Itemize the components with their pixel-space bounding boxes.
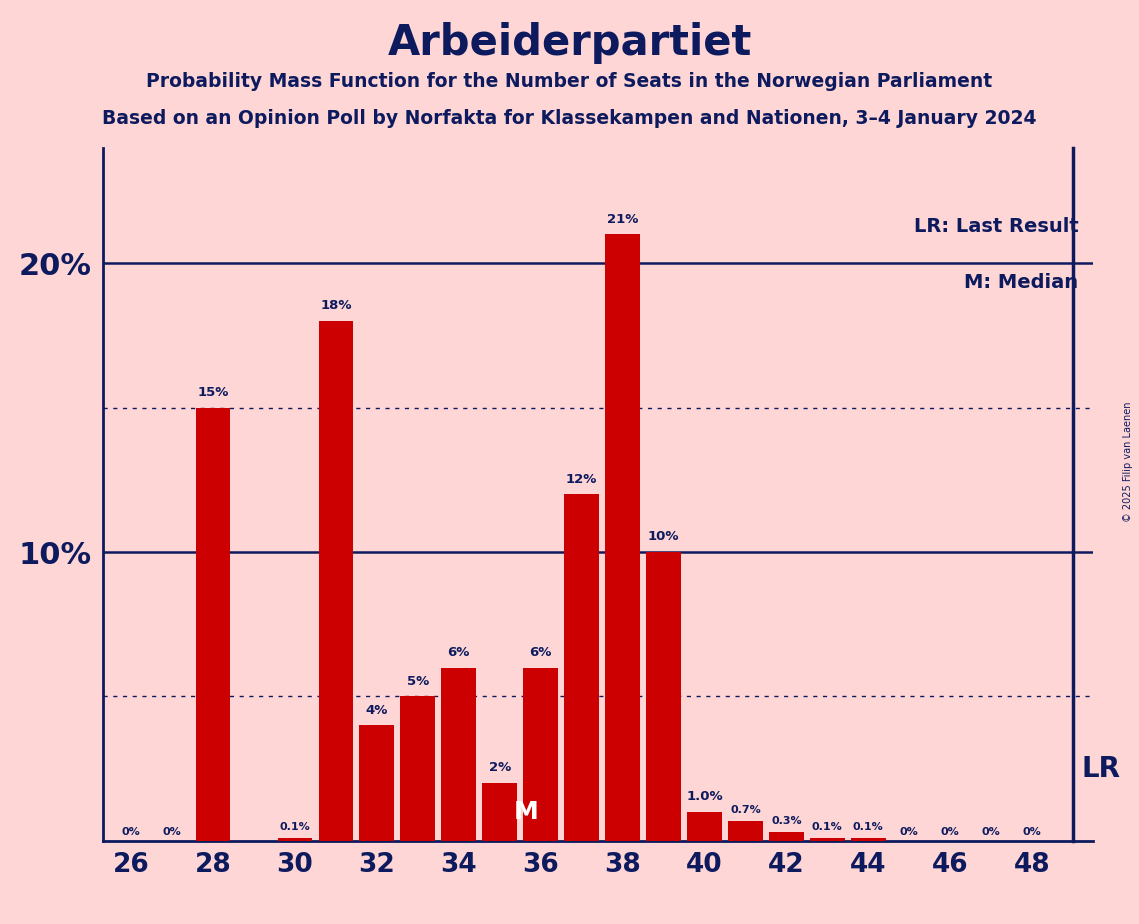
Text: 6%: 6%: [448, 646, 470, 659]
Text: M: Median: M: Median: [965, 273, 1079, 292]
Bar: [319, 322, 353, 841]
Bar: [401, 697, 435, 841]
Text: 2%: 2%: [489, 761, 510, 774]
Text: 0%: 0%: [982, 826, 1000, 836]
Text: 0.1%: 0.1%: [853, 822, 884, 833]
Bar: [728, 821, 763, 841]
Text: 0.1%: 0.1%: [812, 822, 843, 833]
Text: Arbeiderpartiet: Arbeiderpartiet: [387, 22, 752, 64]
Bar: [196, 407, 230, 841]
Text: 0.7%: 0.7%: [730, 805, 761, 815]
Text: 0%: 0%: [900, 826, 918, 836]
Text: 0.3%: 0.3%: [771, 817, 802, 826]
Text: 18%: 18%: [320, 299, 352, 312]
Bar: [482, 784, 517, 841]
Bar: [523, 667, 558, 841]
Bar: [851, 838, 886, 841]
Text: M: M: [514, 800, 539, 824]
Text: 0%: 0%: [122, 826, 140, 836]
Text: 0.1%: 0.1%: [279, 822, 310, 833]
Text: 0%: 0%: [941, 826, 959, 836]
Text: 0%: 0%: [1023, 826, 1041, 836]
Text: 5%: 5%: [407, 675, 429, 687]
Text: LR: Last Result: LR: Last Result: [913, 217, 1079, 237]
Text: Probability Mass Function for the Number of Seats in the Norwegian Parliament: Probability Mass Function for the Number…: [147, 72, 992, 91]
Text: 0%: 0%: [163, 826, 181, 836]
Text: 15%: 15%: [197, 386, 229, 399]
Text: 1.0%: 1.0%: [686, 790, 723, 803]
Text: 12%: 12%: [566, 473, 597, 486]
Text: 10%: 10%: [648, 530, 679, 543]
Bar: [360, 725, 394, 841]
Text: 21%: 21%: [607, 213, 638, 225]
Text: Based on an Opinion Poll by Norfakta for Klassekampen and Nationen, 3–4 January : Based on an Opinion Poll by Norfakta for…: [103, 109, 1036, 128]
Text: LR: LR: [1081, 755, 1120, 783]
Bar: [564, 494, 599, 841]
Bar: [441, 667, 476, 841]
Bar: [278, 838, 312, 841]
Bar: [687, 812, 722, 841]
Bar: [646, 553, 681, 841]
Text: 6%: 6%: [530, 646, 551, 659]
Bar: [769, 833, 804, 841]
Bar: [605, 235, 640, 841]
Text: 4%: 4%: [366, 704, 388, 717]
Text: © 2025 Filip van Laenen: © 2025 Filip van Laenen: [1123, 402, 1133, 522]
Bar: [810, 838, 845, 841]
